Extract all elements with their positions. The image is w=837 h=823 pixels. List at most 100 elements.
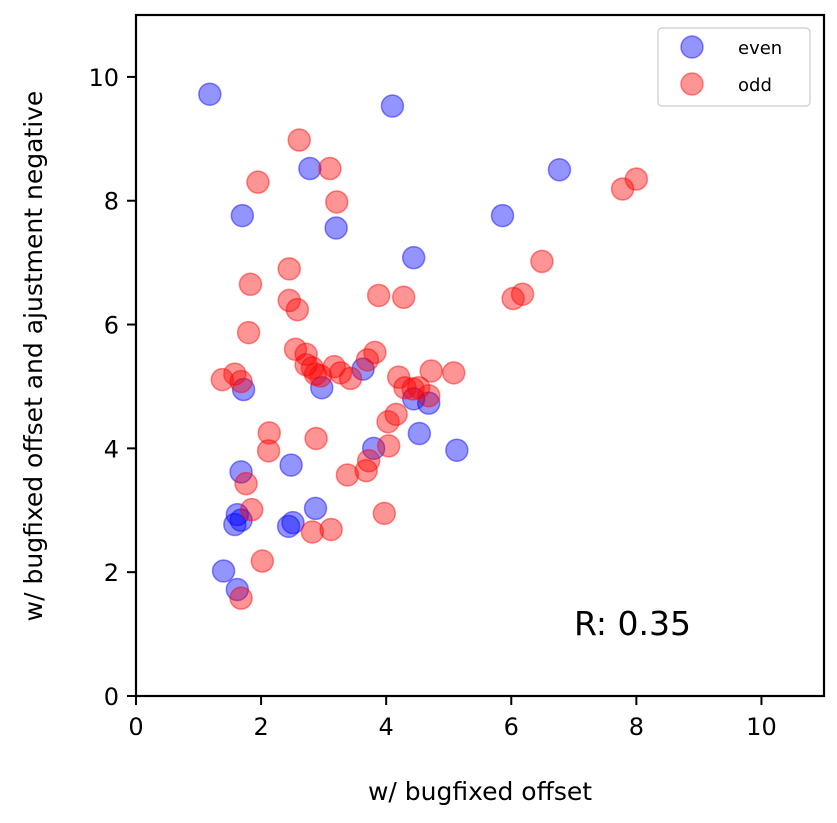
- x-tick-label: 8: [629, 713, 644, 741]
- odd-point: [356, 448, 381, 473]
- x-tick-label: 2: [253, 713, 268, 741]
- odd-point: [223, 362, 247, 386]
- even-point: [490, 203, 515, 228]
- even-point: [298, 156, 322, 181]
- odd-point: [406, 375, 431, 400]
- even-point: [231, 377, 256, 402]
- odd-point: [277, 288, 301, 313]
- even-point: [279, 453, 303, 477]
- y-axis-label: w/ bugfixed offset and ajustment negativ…: [19, 91, 48, 622]
- odd-point: [319, 517, 343, 542]
- odd-point: [391, 285, 416, 310]
- odd-point: [229, 586, 253, 610]
- data-points: [198, 82, 649, 610]
- odd-point: [530, 249, 554, 274]
- odd-point: [372, 501, 397, 526]
- even-point: [547, 158, 572, 182]
- even-point: [361, 436, 386, 461]
- odd-point: [229, 369, 253, 394]
- odd-point: [234, 471, 258, 496]
- y-tick-label: 0: [104, 683, 119, 711]
- odd-point: [501, 286, 525, 311]
- odd-point: [236, 320, 261, 345]
- even-point: [229, 460, 253, 484]
- legend-box: [657, 27, 811, 107]
- odd-point: [246, 170, 270, 194]
- legend-label-odd: odd: [738, 75, 772, 96]
- odd-point: [376, 409, 400, 434]
- odd-point: [510, 282, 535, 306]
- odd-point: [384, 402, 408, 427]
- even-point: [276, 514, 301, 539]
- odd-point: [318, 156, 342, 181]
- odd-point: [256, 439, 281, 463]
- odd-point: [386, 365, 411, 389]
- odd-point: [328, 361, 353, 385]
- even-point: [198, 82, 222, 106]
- odd-point: [610, 177, 635, 201]
- odd-point: [441, 361, 466, 385]
- odd-point: [416, 383, 441, 408]
- odd-point: [304, 426, 328, 451]
- even-point: [211, 559, 236, 583]
- x-tick-label: 6: [504, 713, 519, 741]
- y-tick-label: 8: [104, 188, 119, 216]
- odd-point: [210, 367, 235, 392]
- odd-point: [363, 340, 387, 365]
- even-point: [445, 438, 469, 462]
- y-tick-label: 4: [104, 435, 119, 463]
- legend-marker-even: [680, 35, 704, 59]
- x-axis-label: w/ bugfixed offset: [368, 777, 592, 806]
- even-point: [223, 512, 247, 537]
- series-odd: [210, 128, 649, 610]
- x-tick-label: 4: [379, 713, 394, 741]
- odd-point: [393, 375, 417, 400]
- odd-point: [239, 497, 264, 522]
- even-point: [281, 510, 305, 535]
- series-even: [198, 82, 572, 602]
- odd-point: [300, 356, 325, 380]
- odd-point: [283, 337, 308, 362]
- legend: even odd: [657, 27, 811, 107]
- axis-ticks: 0 2 4 6 8 10 0 2 4 6 8 10: [88, 64, 776, 741]
- odd-point: [322, 354, 347, 379]
- odd-point: [354, 458, 378, 483]
- odd-point: [338, 366, 363, 391]
- even-point: [407, 421, 432, 446]
- odd-point: [257, 421, 281, 445]
- even-point: [351, 357, 375, 381]
- even-point: [225, 577, 250, 602]
- odd-point: [401, 377, 425, 401]
- correlation-annotation: R: 0.35: [574, 604, 691, 643]
- even-point: [416, 391, 441, 415]
- even-point: [380, 94, 405, 118]
- even-point: [310, 375, 334, 400]
- odd-point: [287, 128, 311, 152]
- even-point: [324, 216, 348, 240]
- odd-point: [419, 359, 443, 383]
- odd-point: [277, 257, 301, 281]
- odd-point: [238, 272, 263, 297]
- y-tick-label: 2: [104, 559, 119, 587]
- odd-point: [303, 362, 328, 386]
- odd-point: [325, 190, 349, 214]
- odd-point: [308, 364, 333, 388]
- odd-point: [355, 348, 380, 372]
- even-point: [230, 203, 255, 228]
- even-point: [229, 508, 253, 532]
- odd-point: [300, 520, 325, 544]
- plot-frame: [134, 13, 826, 698]
- even-point: [225, 502, 250, 527]
- legend-label-even: even: [738, 38, 782, 59]
- odd-point: [294, 342, 318, 367]
- odd-point: [366, 283, 391, 308]
- odd-point: [624, 167, 649, 191]
- even-point: [401, 245, 426, 270]
- odd-point: [335, 463, 360, 487]
- x-tick-label: 0: [128, 713, 143, 741]
- odd-point: [294, 353, 318, 377]
- odd-point: [250, 549, 275, 573]
- y-tick-label: 6: [104, 312, 119, 340]
- even-point: [401, 387, 426, 411]
